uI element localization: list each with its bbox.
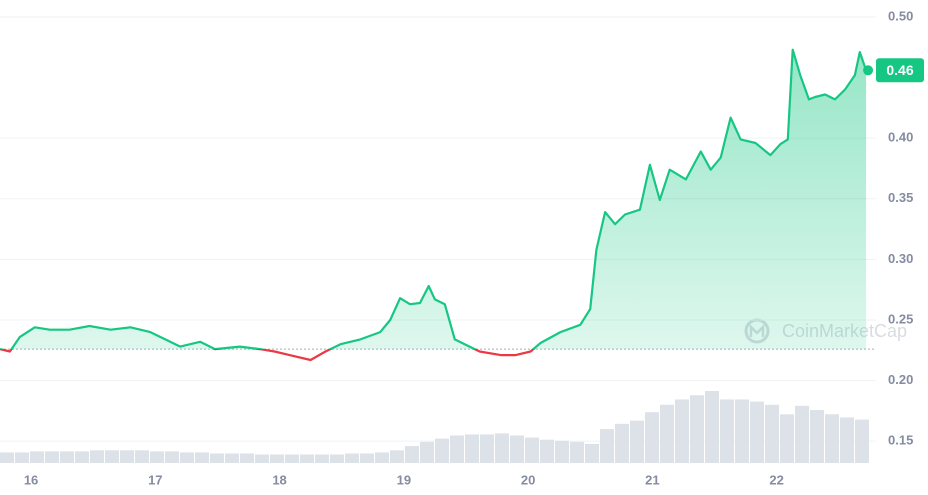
volume-bar	[135, 450, 149, 463]
volume-bar	[180, 452, 194, 463]
volume-bar	[750, 401, 764, 463]
volume-bar	[150, 451, 164, 463]
volume-bar	[90, 450, 104, 463]
volume-bar	[810, 410, 824, 463]
volume-bar	[285, 454, 299, 463]
y-tick-label: 0.40	[888, 130, 913, 145]
volume-bar	[165, 451, 179, 463]
volume-bar	[600, 429, 614, 463]
volume-bar	[360, 453, 374, 463]
last-point	[863, 65, 874, 76]
volume-bar	[435, 438, 449, 463]
volume-bar	[795, 405, 809, 463]
volume-bar	[585, 443, 599, 463]
volume-bar	[345, 453, 359, 463]
price-area	[11, 49, 867, 350]
y-tick-label: 0.50	[888, 8, 913, 23]
y-tick-label: 0.30	[888, 251, 913, 266]
x-tick-label: 18	[272, 472, 286, 487]
y-tick-label: 0.20	[888, 372, 913, 387]
volume-bar	[225, 453, 239, 463]
volume-bar	[60, 451, 74, 463]
volume-bar	[510, 435, 524, 463]
volume-bar	[675, 399, 689, 463]
volume-bar	[705, 391, 719, 463]
volume-bar	[540, 439, 554, 463]
volume-bar	[315, 454, 329, 463]
y-tick-label: 0.35	[888, 190, 913, 205]
x-tick-label: 19	[397, 472, 411, 487]
volume-bar	[405, 446, 419, 463]
volume-bar	[570, 441, 584, 463]
volume-bar	[840, 417, 854, 463]
volume-bar	[0, 452, 14, 463]
volume-bar	[690, 395, 704, 463]
x-tick-label: 17	[148, 472, 162, 487]
volume-bar	[45, 451, 59, 463]
volume-bar	[825, 414, 839, 463]
volume-bar	[195, 452, 209, 463]
x-tick-label: 21	[645, 472, 659, 487]
volume-bar	[30, 451, 44, 463]
volume-bar	[735, 399, 749, 463]
volume-bar	[210, 453, 224, 463]
volume-bar	[270, 454, 284, 463]
volume-bar	[75, 451, 89, 463]
price-line	[0, 48, 868, 362]
volume-bar	[15, 452, 29, 463]
x-tick-label: 22	[769, 472, 783, 487]
volume-bar	[720, 399, 734, 463]
volume-bar	[855, 419, 869, 463]
x-tick-label: 20	[521, 472, 535, 487]
y-tick-label: 0.15	[888, 433, 913, 448]
volume-bar	[780, 414, 794, 463]
volume-bar	[390, 450, 404, 463]
volume-bar	[615, 423, 629, 463]
price-badge	[876, 58, 924, 83]
volume-bar	[420, 441, 434, 463]
price-badge-text: 0.46	[886, 62, 913, 78]
volume-bar	[120, 450, 134, 463]
volume-bar	[555, 440, 569, 463]
volume-bar	[645, 412, 659, 463]
volume-bar	[240, 453, 254, 463]
volume-bar	[105, 450, 119, 463]
volume-bar	[375, 452, 389, 463]
x-tick-label: 16	[24, 472, 38, 487]
volume-bar	[660, 404, 674, 463]
volume-bar	[630, 420, 644, 463]
volume-bar	[255, 454, 269, 463]
volume-bar	[765, 404, 779, 463]
volume-bar	[525, 437, 539, 463]
volume-bar	[330, 454, 344, 463]
volume-bar	[495, 433, 509, 463]
volume-bar	[465, 434, 479, 463]
y-tick-label: 0.25	[888, 311, 913, 326]
volume-bar	[450, 435, 464, 463]
volume-bar	[480, 434, 494, 463]
volume-bar	[300, 454, 314, 463]
